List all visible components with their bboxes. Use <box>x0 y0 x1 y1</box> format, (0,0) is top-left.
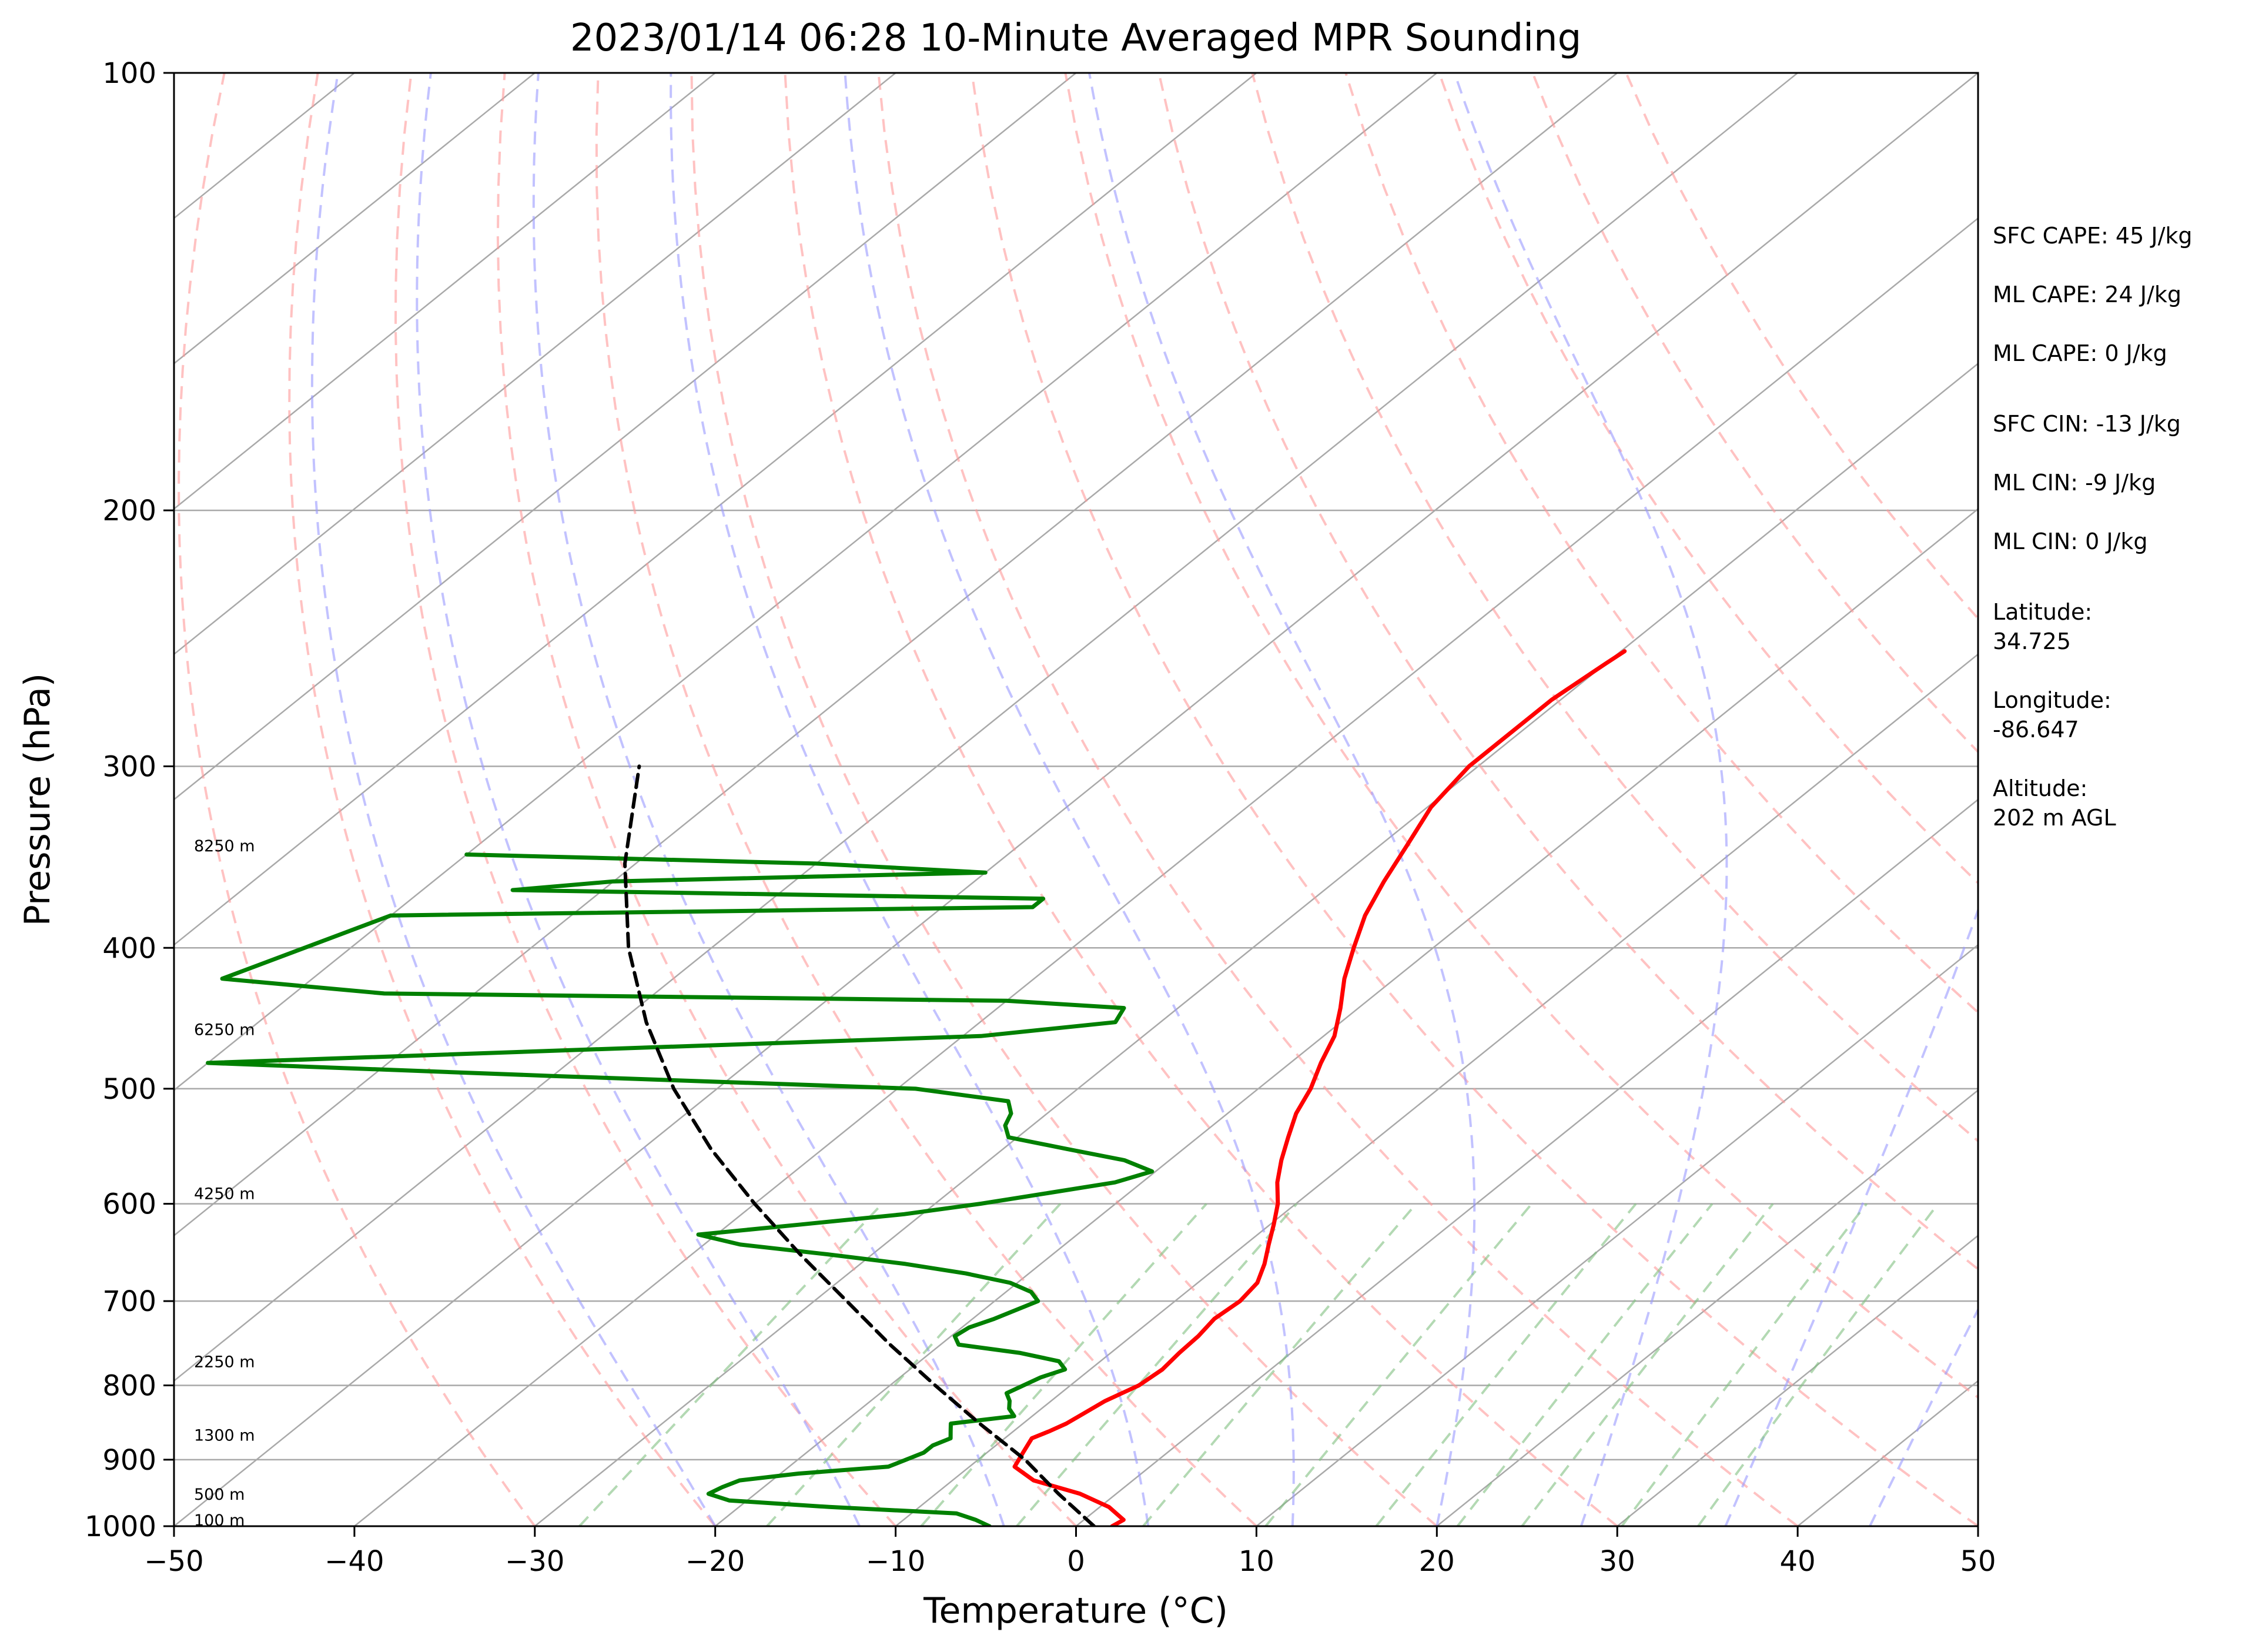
mixing-ratio-line <box>766 1203 1062 1526</box>
temperature-line <box>1012 649 1627 1526</box>
moist-adiabat-line <box>310 73 717 1526</box>
isotherm-line <box>174 73 1438 1092</box>
dry-adiabat-line <box>877 73 1799 1526</box>
isotherm-line <box>174 73 896 656</box>
x-tick-label: −10 <box>866 1545 925 1578</box>
ml-cape-text-2: ML CAPE: 0 J/kg <box>1993 340 2167 366</box>
dry-adiabat-line <box>971 73 1978 1526</box>
height-label: 6250 m <box>194 1021 255 1039</box>
isotherm-line <box>174 73 1077 801</box>
mixing-ratio-line <box>1016 1203 1298 1526</box>
isotherm-line <box>174 73 1618 1237</box>
ml-cin-text-2: ML CIN: 0 J/kg <box>1993 529 2147 554</box>
sounding-series <box>206 649 1627 1526</box>
latitude-value: 34.725 <box>1993 628 2071 654</box>
x-tick-label: 30 <box>1599 1545 1635 1578</box>
x-tick-label: 40 <box>1780 1545 1816 1578</box>
moist-adiabat-line <box>844 73 1295 1526</box>
x-axis-label: Temperature (°C) <box>923 1590 1228 1631</box>
y-tick-label: 800 <box>102 1369 156 1402</box>
latitude-label: Latitude: <box>1993 599 2092 625</box>
isotherm-line <box>174 73 716 510</box>
isotherm-line <box>1436 1089 1978 1526</box>
altitude-label: Altitude: <box>1993 775 2087 801</box>
mixing-ratio-line <box>1521 1203 1774 1526</box>
height-label: 100 m <box>194 1511 245 1530</box>
dry-adiabat-line <box>1157 73 1978 1271</box>
sfc-cin-text: SFC CIN: -13 J/kg <box>1993 411 2181 437</box>
x-tick-label: −50 <box>144 1545 203 1578</box>
mixing-ratio-line <box>578 1203 884 1526</box>
y-axis-ticks: 100 200 300 400 500 600 700 800 900 1000 <box>85 57 174 1543</box>
mixing-ratio-line <box>1697 1203 1939 1526</box>
mixing-ratio-line <box>1375 1203 1637 1526</box>
y-tick-label: 100 <box>102 57 156 90</box>
mixing-ratio-line <box>920 1203 1207 1526</box>
dewpoint-line <box>206 852 1155 1526</box>
isotherm-line <box>354 217 1978 1526</box>
height-label: 4250 m <box>194 1185 255 1203</box>
x-tick-label: 20 <box>1419 1545 1455 1578</box>
y-axis-label: Pressure (hPa) <box>17 673 58 926</box>
isotherm-line <box>1617 1234 1978 1526</box>
y-tick-label: 500 <box>102 1073 156 1106</box>
x-axis-ticks: −50 −40 −30 −20 −10 0 10 20 30 40 50 <box>144 1526 1996 1578</box>
mixing-ratio-line <box>1264 1203 1533 1526</box>
isotherm-line <box>174 73 1798 1382</box>
moist-adiabat-line <box>670 73 1150 1526</box>
moist-adiabat-line <box>1724 907 1978 1526</box>
dry-adiabat-line <box>1531 73 1978 754</box>
altitude-value: 202 m AGL <box>1993 805 2116 831</box>
longitude-label: Longitude: <box>1993 687 2112 713</box>
background-lines <box>174 73 1978 1526</box>
dry-adiabat-line <box>1438 73 1978 885</box>
height-label: 500 m <box>194 1486 245 1504</box>
dry-adiabat-line <box>690 73 1438 1526</box>
isotherm-line <box>174 73 536 365</box>
y-tick-label: 900 <box>102 1444 156 1477</box>
ml-cape-text: ML CAPE: 24 J/kg <box>1993 282 2181 307</box>
x-tick-label: 0 <box>1067 1545 1085 1578</box>
mixing-ratio-line <box>1456 1203 1714 1526</box>
moist-adiabat-line <box>1088 73 1476 1526</box>
dry-adiabat-line <box>1251 73 1978 1143</box>
moist-adiabat-line <box>1869 1307 1978 1526</box>
height-label: 8250 m <box>194 837 255 855</box>
dry-adiabat-line <box>178 73 536 1526</box>
y-tick-label: 600 <box>102 1188 156 1221</box>
dry-adiabat-line <box>394 73 897 1526</box>
chart-title: 2023/01/14 06:28 10-Minute Averaged MPR … <box>570 16 1581 60</box>
parcel-line <box>623 764 1096 1526</box>
x-tick-label: −20 <box>685 1545 745 1578</box>
moist-adiabat-line <box>1453 73 1728 1526</box>
y-tick-label: 1000 <box>85 1510 156 1543</box>
isotherm-line <box>1075 798 1978 1526</box>
dry-adiabat-line <box>595 73 1257 1526</box>
stats-panel: SFC CAPE: 45 J/kg ML CAPE: 24 J/kg ML CA… <box>1993 223 2193 831</box>
longitude-value: -86.647 <box>1993 717 2079 743</box>
height-label: 1300 m <box>194 1426 255 1444</box>
x-tick-label: 50 <box>1960 1545 1996 1578</box>
dry-adiabat-line <box>1344 73 1978 1014</box>
x-tick-label: 10 <box>1239 1545 1274 1578</box>
x-tick-label: −30 <box>505 1545 564 1578</box>
y-tick-label: 300 <box>102 750 156 783</box>
dry-adiabat-line <box>784 73 1618 1526</box>
mixing-ratio-line <box>1621 1203 1868 1526</box>
isotherm-line <box>174 73 1257 946</box>
moist-adiabat-line <box>416 73 861 1526</box>
sfc-cape-text: SFC CAPE: 45 J/kg <box>1993 223 2193 249</box>
x-tick-label: −40 <box>324 1545 384 1578</box>
y-tick-label: 200 <box>102 494 156 527</box>
ml-cin-text: ML CIN: -9 J/kg <box>1993 470 2156 496</box>
dry-adiabat-line <box>288 73 717 1526</box>
dry-adiabat-line <box>1064 73 1978 1399</box>
isotherm-line <box>895 653 1978 1526</box>
y-tick-label: 700 <box>102 1285 156 1318</box>
height-label: 2250 m <box>194 1353 255 1371</box>
y-tick-label: 400 <box>102 932 156 965</box>
isotherm-line <box>174 73 1978 1526</box>
isotherm-line <box>1256 944 1978 1526</box>
